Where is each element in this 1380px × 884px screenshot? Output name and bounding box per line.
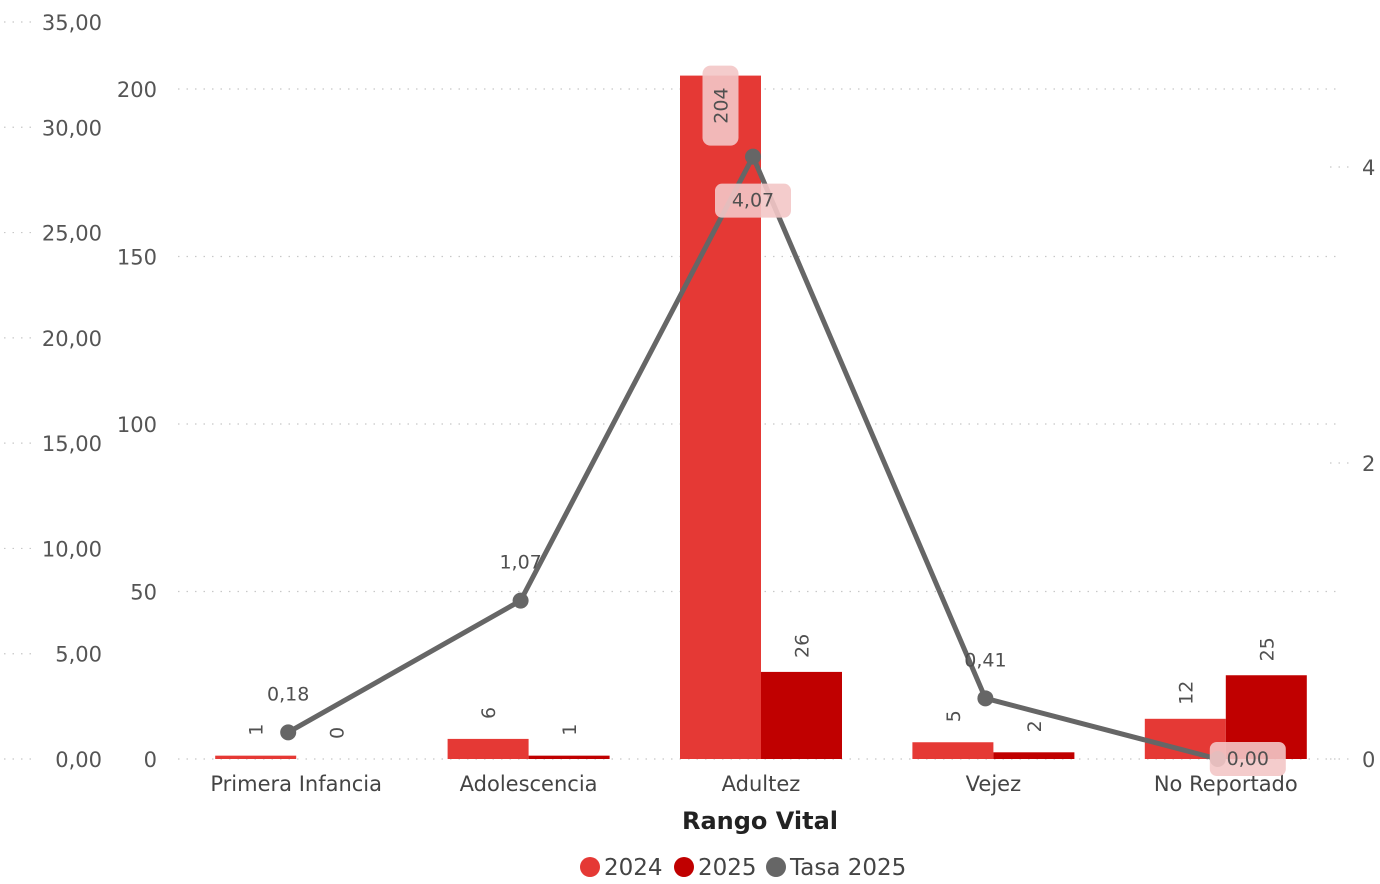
line-point [280,724,297,741]
y-tick-label-count: 200 [117,78,157,102]
y-tick-label-count: 100 [117,413,157,437]
bar-data-label: 204 [711,87,733,123]
bar-2024 [912,742,994,759]
y-tick-label-outer: 20,00 [42,327,102,351]
line-data-label: 0,00 [1227,748,1269,770]
y-tick-label-outer: 15,00 [42,432,102,456]
line-data-label: 0,18 [267,683,309,705]
y-tick-label-outer: 35,00 [42,11,102,35]
bar-data-label-group: 204 [702,65,739,146]
bar-2024 [680,75,761,760]
x-tick-label: Adultez [722,772,801,796]
legend-marker [766,857,786,877]
x-tick-label: Primera Infancia [210,772,382,796]
bar-2025 [761,671,842,759]
data-label-background [715,183,791,218]
bar-2024 [447,738,529,759]
bar-2025 [993,752,1075,759]
y-tick-label-outer: 25,00 [42,222,102,246]
y-tick-label-outer: 0,00 [55,748,102,772]
y-tick-label-count: 0 [144,748,157,772]
data-label-background [702,65,739,146]
x-tick-label: Adolescencia [460,772,598,796]
y-tick-label-right: 4 [1362,156,1375,180]
legend-label: 2025 [698,855,757,880]
line-data-label: 0,41 [964,649,1006,671]
bar-data-label: 5 [943,710,965,722]
bar-data-label: 1 [559,724,581,736]
x-tick-label: Vejez [966,772,1021,796]
bar-data-label: 26 [792,634,814,658]
legend-label: Tasa 2025 [789,855,906,880]
bar-data-label: 6 [478,707,500,719]
line-data-label: 1,07 [499,552,541,574]
bar-data-label: 2 [1024,720,1046,732]
data-label-background [1209,742,1286,776]
legend-marker [580,857,600,877]
y-tick-label-outer: 30,00 [42,116,102,140]
x-axis-title: Rango Vital [682,807,838,835]
y-tick-label-right: 0 [1362,748,1375,772]
y-tick-label-right: 2 [1362,452,1375,476]
legend-label: 2024 [604,855,663,880]
bar-data-label: 25 [1256,637,1278,661]
y-tick-label-count: 150 [117,246,157,270]
line-point [745,148,761,165]
bar-data-label: 1 [246,724,268,736]
bar-2024 [215,755,297,759]
y-tick-label-count: 50 [130,581,157,605]
y-tick-label-outer: 5,00 [55,643,102,667]
legend-marker [674,857,694,877]
line-data-label: 4,07 [732,190,774,212]
line-point [512,592,529,609]
y-tick-label-outer: 10,00 [42,537,102,561]
bar-data-label: 12 [1175,681,1197,705]
line-point [977,690,994,707]
bar-2025 [528,755,610,759]
bar-data-label: 0 [327,727,349,739]
